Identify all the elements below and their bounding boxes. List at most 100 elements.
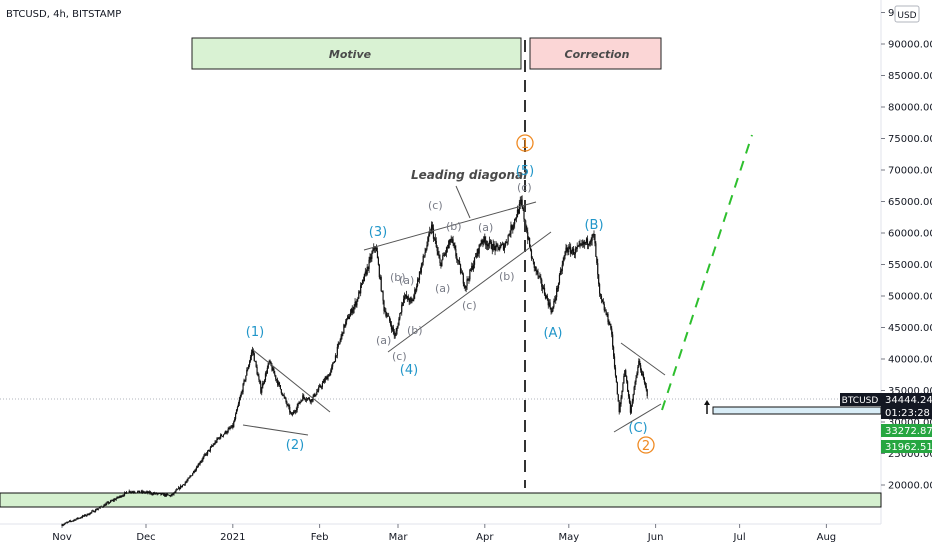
candle-body: [208, 449, 211, 451]
candle-body: [624, 370, 626, 376]
candle-body: [587, 243, 589, 245]
candle-body: [549, 302, 551, 309]
wavec-upper-line: [620, 342, 666, 376]
candle-body: [605, 310, 607, 315]
candle-body: [646, 389, 648, 397]
candle-body: [575, 248, 577, 250]
candle-body: [199, 462, 201, 465]
candle-body: [122, 495, 124, 497]
candle-body: [479, 244, 481, 246]
candle-body: [269, 361, 271, 362]
candle-body: [86, 513, 88, 516]
correction-box[interactable]: [529, 37, 662, 70]
candle-body: [81, 515, 84, 518]
candle-body: [473, 257, 476, 265]
candle-body: [307, 397, 309, 399]
candle-body: [504, 242, 506, 247]
candle-body: [416, 285, 418, 291]
price-axis-label: 80000.00: [888, 103, 932, 114]
candle-body: [209, 447, 211, 451]
candle-body: [643, 378, 645, 383]
symbol-title[interactable]: BTCUSD, 4h, BITSTAMP: [6, 9, 121, 20]
candle-body: [546, 295, 548, 300]
candle-body: [112, 500, 114, 501]
time-axis-label: Mar: [389, 532, 409, 543]
candle-body: [119, 495, 121, 497]
time-axis[interactable]: Nov Dec 2021 Feb Mar Apr May Jun Jul Aug: [52, 524, 836, 543]
candle-body: [639, 360, 641, 366]
candle-body: [229, 427, 231, 429]
candle-body: [334, 355, 337, 362]
circle-2-marker: [637, 436, 655, 454]
candle-body: [540, 277, 542, 280]
motive-box[interactable]: [191, 37, 522, 70]
candle-body: [246, 370, 248, 376]
candle-body: [278, 382, 281, 386]
candle-body: [488, 240, 491, 245]
candle-body: [591, 234, 593, 241]
candle-body: [454, 245, 456, 250]
leading-diagonal-label: Leading diagonal: [411, 168, 528, 182]
candle-body: [358, 291, 360, 299]
candle-body: [365, 271, 367, 275]
candle-body: [75, 519, 77, 521]
price-axis-label: 85000.00: [888, 71, 932, 82]
candle-body: [108, 502, 110, 504]
candle-body: [632, 394, 634, 402]
candle-body: [565, 247, 567, 252]
candle-body: [585, 242, 587, 243]
candle-body: [582, 241, 584, 245]
candle-body: [117, 496, 119, 498]
candle-body: [300, 400, 302, 402]
candle-body: [410, 298, 412, 300]
candle-body: [217, 438, 219, 440]
candle-body: [321, 383, 323, 387]
candle-body: [543, 287, 545, 290]
candle-body: [601, 299, 603, 302]
currency-button[interactable]: [894, 5, 920, 23]
candle-body: [428, 234, 430, 238]
candle-body: [554, 299, 556, 302]
price-axis-label: 55000.00: [888, 260, 932, 271]
candle-body: [113, 499, 115, 501]
candle-body: [354, 301, 356, 306]
candle-body: [503, 246, 505, 250]
candle-body: [557, 288, 559, 289]
price-axis-label: 20000.00: [888, 481, 932, 492]
candle-body: [319, 385, 322, 388]
candle-body: [520, 199, 522, 202]
candle-body: [99, 506, 101, 508]
candle-body: [159, 493, 161, 495]
candle-body: [597, 263, 599, 275]
candle-body: [467, 279, 469, 280]
candle-body: [302, 395, 304, 401]
candle-body: [444, 253, 446, 256]
candle-body: [400, 312, 402, 314]
candle-body: [153, 493, 155, 494]
candle-body: [571, 251, 573, 254]
price-series: [61, 195, 648, 527]
candle-body: [431, 224, 434, 229]
candle-body: [521, 199, 523, 207]
candle-body: [205, 453, 207, 455]
candle-body: [569, 246, 571, 248]
price-axis[interactable]: 95 90000.00 85000.00 80000.00 75000.00 70000.…: [881, 8, 932, 492]
candle-body: [240, 392, 242, 397]
candle-body: [641, 373, 644, 375]
wave-label-a: (A): [543, 326, 562, 341]
candle-body: [494, 246, 496, 251]
candle-body: [189, 476, 191, 478]
symbol-price-tag-label: BTCUSD: [842, 396, 879, 406]
candle-body: [94, 511, 96, 513]
price-badge-1-value: 33272.87: [885, 426, 932, 437]
candle-body: [245, 375, 247, 381]
candle-body: [599, 293, 602, 296]
candle-body: [363, 273, 365, 281]
candle-body: [395, 331, 397, 336]
candle-body: [68, 520, 71, 522]
candle-body: [385, 311, 387, 316]
candle-body: [237, 403, 239, 408]
candle-body: [475, 256, 477, 258]
candle-body: [139, 492, 141, 494]
